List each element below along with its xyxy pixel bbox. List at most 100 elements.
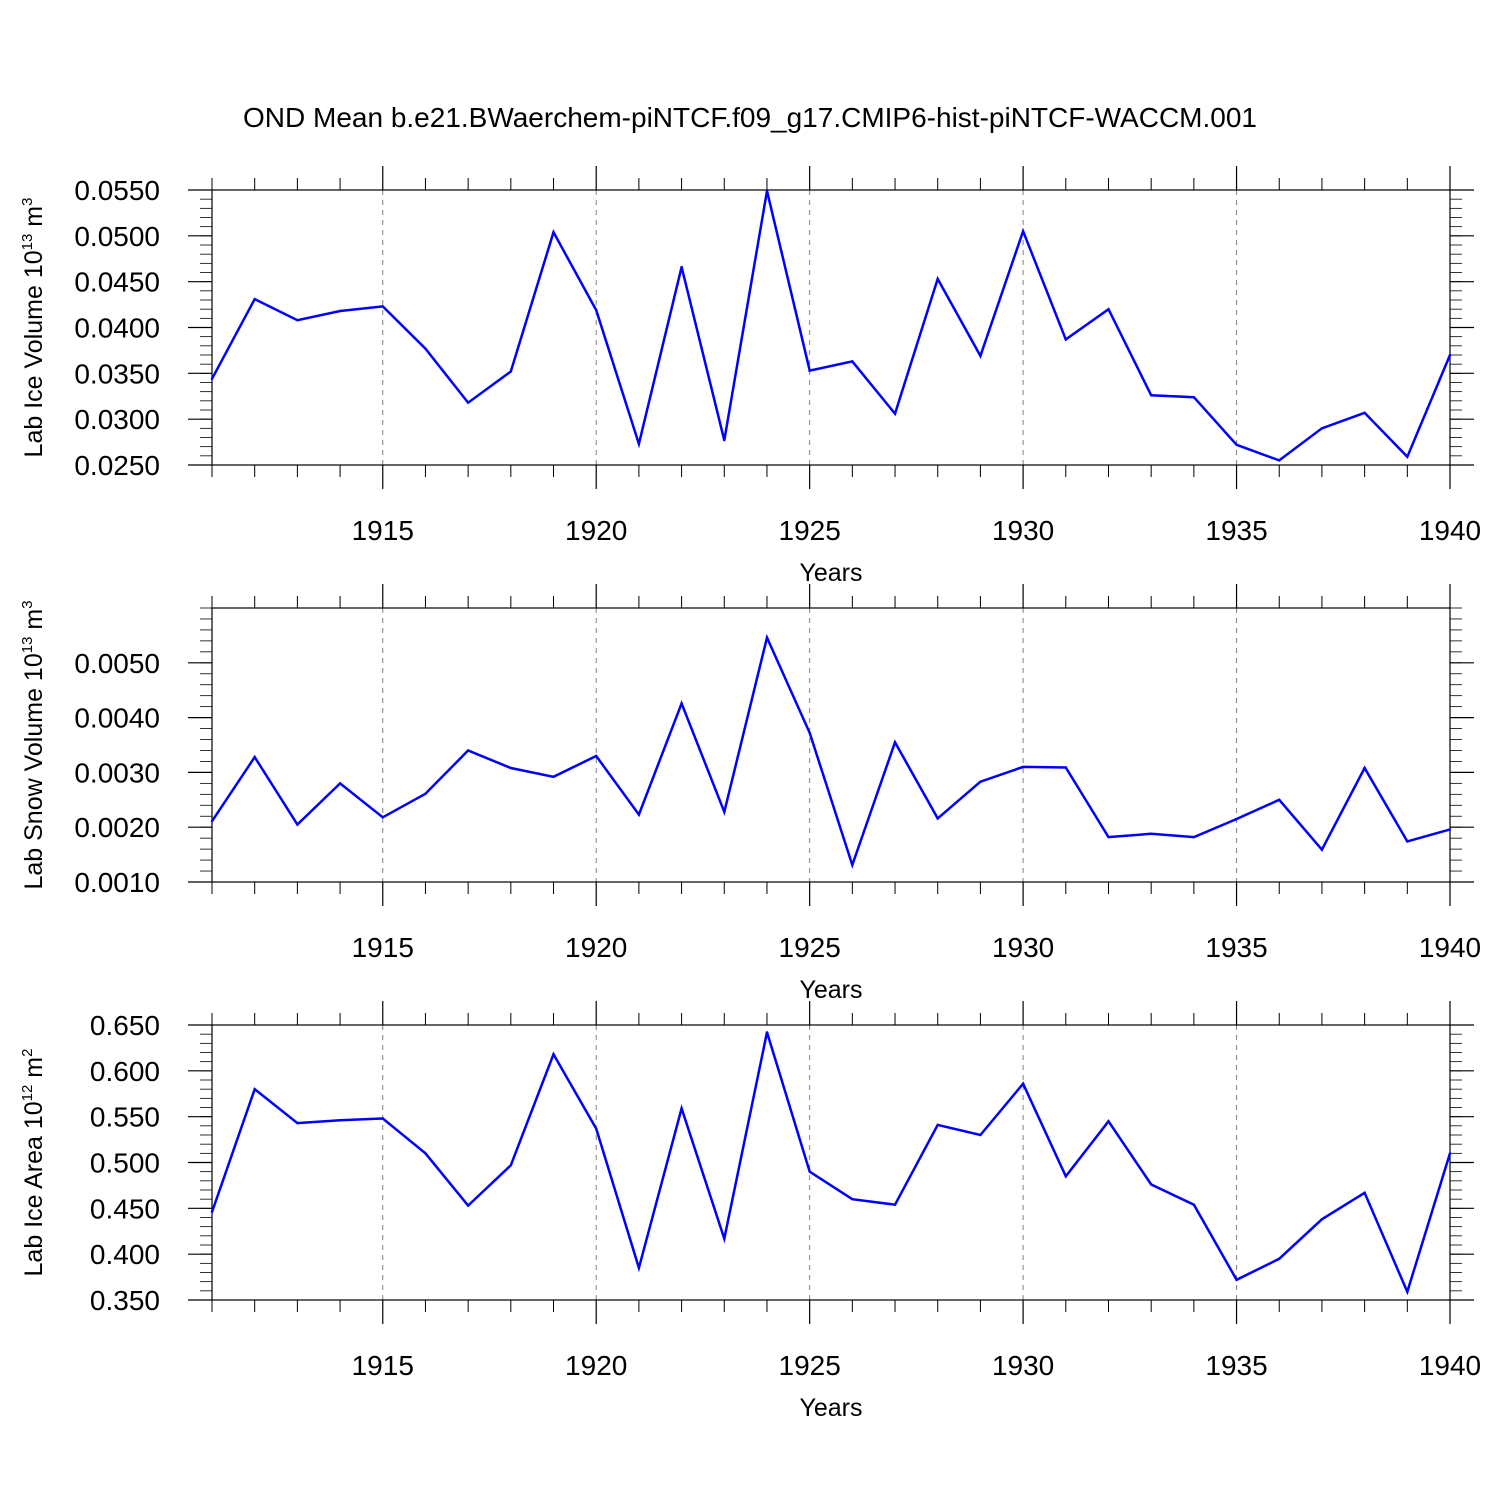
chart3-point-1938 [1363, 1191, 1366, 1194]
chart3-point-1935 [1235, 1278, 1238, 1282]
chart2-point-1917 [466, 749, 470, 752]
chart1-point-1919 [552, 230, 555, 234]
chart1-point-1917 [466, 401, 470, 404]
chart2-xtick-label-1930: 1930 [992, 932, 1054, 963]
chart3-point-1913 [296, 1121, 299, 1125]
chart3-point-1912 [253, 1087, 256, 1091]
chart1-point-1925 [808, 369, 811, 372]
chart2-point-1919 [552, 775, 555, 778]
chart2-point-1929 [979, 780, 982, 783]
chart3-ytick-label: 0.350 [90, 1285, 160, 1316]
chart3-point-1931 [1064, 1175, 1067, 1178]
chart1-ytick-label: 0.0300 [74, 404, 160, 435]
chart2-ytick-label: 0.0020 [74, 812, 160, 843]
chart3-series-line [210, 1031, 1452, 1296]
chart3-point-1937 [1320, 1218, 1324, 1221]
chart3-point-1930 [1021, 1082, 1025, 1085]
chart3-ytick-label: 0.450 [90, 1193, 160, 1224]
chart1-frame [211, 189, 1451, 466]
chart1-point-1930 [1021, 230, 1025, 233]
chart3-ytick-label: 0.500 [90, 1148, 160, 1179]
chart1-point-1934 [1192, 395, 1196, 399]
chart2-point-1918 [509, 766, 513, 770]
chart2-xtick-label-1920: 1920 [565, 932, 627, 963]
chart1-series-line [210, 190, 1452, 462]
chart2-xtick-label-1915: 1915 [352, 932, 414, 963]
chart3-point-1914 [338, 1119, 342, 1122]
chart1-point-1932 [1107, 307, 1110, 311]
chart3-xtick-label-1920: 1920 [565, 1350, 627, 1381]
chart3-point-1929 [979, 1133, 982, 1137]
chart2-point-1935 [1235, 817, 1238, 821]
chart2-point-1939 [1406, 840, 1409, 843]
chart1-point-1940 [1448, 353, 1452, 357]
chart2-point-1924 [765, 636, 769, 639]
chart3-xtick-label-1935: 1935 [1205, 1350, 1267, 1381]
chart3-point-1916 [424, 1152, 427, 1155]
chart1-xtick-label-1920: 1920 [565, 515, 627, 546]
figure-title: OND Mean b.e21.BWaerchem-piNTCF.f09_g17.… [243, 102, 1257, 133]
chart1-xlabel: Years [799, 559, 862, 587]
chart1-ytick-label: 0.0400 [74, 313, 160, 344]
chart1-xtick-label-1930: 1930 [992, 515, 1054, 546]
chart3-xtick-label-1940: 1940 [1419, 1350, 1481, 1381]
chart3-point-1923 [723, 1237, 726, 1240]
panel-3: 1915 1920 1925 1930 1935 1940 0.350 0.400 0.450 0… [19, 1001, 1481, 1422]
chart3-point-1933 [1149, 1183, 1153, 1186]
chart3-point-1932 [1107, 1120, 1110, 1123]
chart3-point-1920 [595, 1127, 598, 1130]
chart2-point-1913 [296, 823, 299, 826]
chart1-point-1937 [1320, 427, 1324, 430]
chart2-point-1926 [851, 863, 854, 867]
chart2-point-1931 [1064, 766, 1067, 769]
chart3-point-1928 [936, 1123, 939, 1127]
chart2-point-1920 [595, 754, 598, 758]
chart3-point-1917 [466, 1204, 470, 1207]
chart3-point-1918 [509, 1164, 513, 1167]
chart3-point-1927 [893, 1203, 897, 1206]
chart2-point-1916 [424, 792, 427, 795]
chart1-point-1935 [1235, 443, 1238, 447]
chart2-point-1937 [1320, 848, 1324, 851]
chart1-point-1936 [1278, 459, 1281, 462]
chart3-ylabel: Lab Ice Area 1012 m2 [19, 1049, 48, 1277]
chart1-point-1931 [1064, 338, 1067, 341]
chart2-point-1914 [338, 782, 342, 785]
chart1-point-1927 [893, 412, 897, 415]
chart2-point-1923 [723, 810, 726, 814]
chart2-point-1928 [936, 817, 939, 820]
chart1-point-1939 [1406, 455, 1409, 458]
chart1-point-1928 [936, 277, 939, 281]
chart3-ytick-label: 0.550 [90, 1102, 160, 1133]
chart2-ylabel: Lab Snow Volume 1013 m3 [19, 600, 48, 889]
chart1-point-1918 [509, 370, 513, 373]
chart1-ytick-label: 0.0450 [74, 267, 160, 298]
chart2-point-1925 [808, 731, 811, 735]
chart2-point-1936 [1278, 798, 1281, 801]
chart1-point-1933 [1149, 394, 1153, 397]
chart2-point-1933 [1149, 832, 1153, 835]
chart3-point-1915 [381, 1117, 384, 1120]
chart2-xtick-label-1935: 1935 [1205, 932, 1267, 963]
chart1-point-1938 [1363, 411, 1366, 414]
chart3-ytick-label: 0.400 [90, 1239, 160, 1270]
chart2-ytick-label: 0.0040 [74, 703, 160, 734]
chart1-point-1922 [680, 265, 683, 269]
chart2-point-1940 [1448, 828, 1452, 831]
chart1-ytick-label: 0.0500 [74, 221, 160, 252]
chart1-point-1916 [424, 347, 427, 350]
chart3-point-1924 [765, 1031, 769, 1034]
chart2-point-1922 [680, 702, 683, 705]
chart2-point-1911 [210, 819, 214, 823]
panel-1: 1915 1920 1925 1930 1935 1940 0.0250 0.0300 0.03… [19, 166, 1481, 587]
chart2-xtick-label-1925: 1925 [779, 932, 841, 963]
chart1-point-1926 [851, 360, 854, 363]
chart1-point-1929 [979, 354, 982, 358]
chart3-point-1926 [851, 1197, 854, 1201]
chart1-point-1913 [296, 318, 299, 322]
chart3-point-1936 [1278, 1257, 1281, 1260]
chart3-xtick-label-1925: 1925 [779, 1350, 841, 1381]
chart2-ytick-label: 0.0050 [74, 648, 160, 679]
chart1-point-1923 [723, 439, 726, 442]
